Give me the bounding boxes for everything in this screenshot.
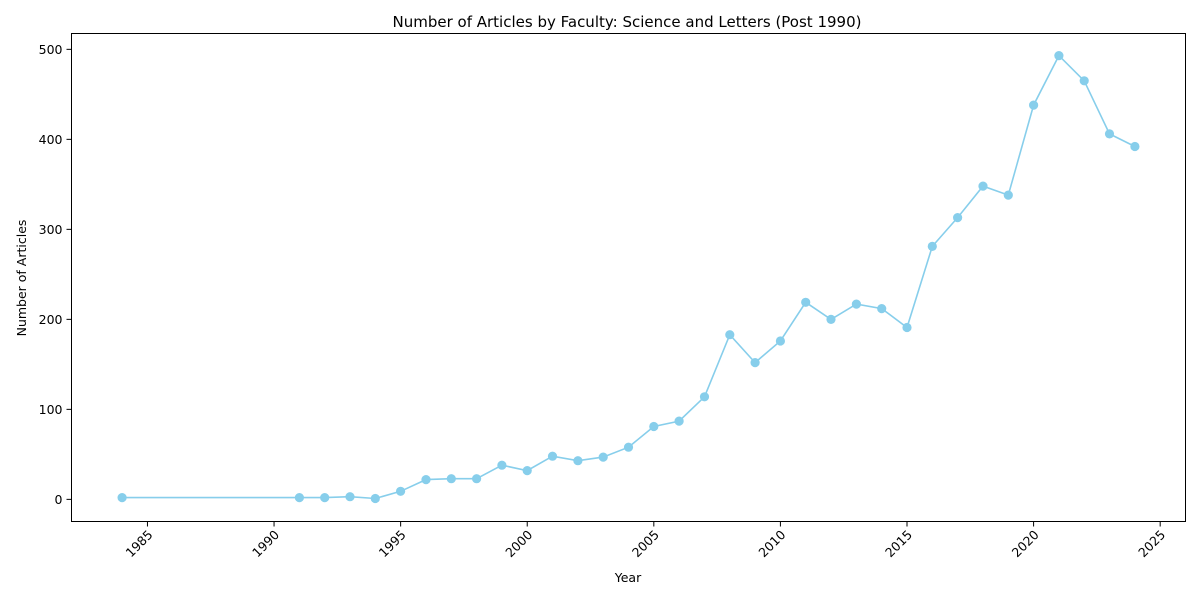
plot-area [71, 33, 1186, 522]
data-point [826, 314, 836, 324]
data-point [1079, 76, 1089, 86]
data-point [649, 421, 659, 432]
x-axis-label: Year [614, 570, 642, 585]
data-point [623, 442, 634, 452]
x-tick-label: 1990 [249, 527, 282, 560]
data-point [927, 241, 937, 251]
data-point [396, 486, 406, 496]
data-point [851, 299, 862, 309]
x-tick-label: 2010 [755, 527, 788, 560]
data-point [978, 181, 988, 191]
x-tick-label: 2015 [882, 527, 915, 560]
data-point [1003, 190, 1013, 200]
data-point [345, 492, 355, 502]
y-tick-label: 500 [39, 42, 63, 57]
x-tick-label: 2020 [1009, 527, 1042, 560]
y-tick-label: 300 [39, 222, 63, 237]
data-point [877, 304, 887, 314]
data-point [370, 493, 380, 504]
data-point [1054, 51, 1064, 61]
data-point [674, 416, 684, 426]
data-point [902, 322, 912, 333]
y-tick-label: 400 [39, 132, 63, 147]
series-markers [117, 51, 1140, 504]
data-point [750, 358, 760, 368]
data-point [1104, 129, 1115, 139]
data-point [522, 466, 532, 476]
data-point [497, 460, 507, 470]
x-tick-label: 2005 [629, 527, 662, 560]
y-axis-label: Number of Articles [14, 220, 29, 337]
data-point [1029, 100, 1039, 110]
y-axis: 0 100 200 300 400 500 [39, 42, 72, 507]
data-point [547, 451, 558, 461]
y-tick-label: 100 [39, 402, 63, 417]
y-tick-label: 0 [55, 492, 63, 507]
data-point [953, 213, 963, 223]
series-line [122, 54, 1136, 500]
data-point [117, 493, 127, 503]
y-tick-label: 200 [39, 312, 63, 327]
x-tick-label: 1985 [122, 527, 155, 560]
data-point [446, 474, 456, 484]
data-point [573, 456, 583, 466]
chart-title: Number of Articles by Faculty: Science a… [393, 13, 862, 31]
x-tick-label: 1995 [376, 527, 409, 560]
data-point [1130, 141, 1140, 152]
data-point [421, 475, 431, 485]
data-point [472, 474, 482, 484]
x-tick-label: 2000 [502, 527, 535, 560]
data-point [725, 330, 735, 340]
x-axis: 1985 1990 1995 2000 2005 2010 2015 2020 2025 [122, 521, 1168, 560]
data-point [294, 493, 304, 503]
data-point [320, 493, 330, 503]
data-point [775, 336, 786, 346]
plot-frame [71, 33, 1186, 522]
data-point [699, 392, 710, 402]
data-point [598, 452, 608, 462]
data-point [801, 297, 811, 307]
x-tick-label: 2025 [1135, 527, 1168, 560]
